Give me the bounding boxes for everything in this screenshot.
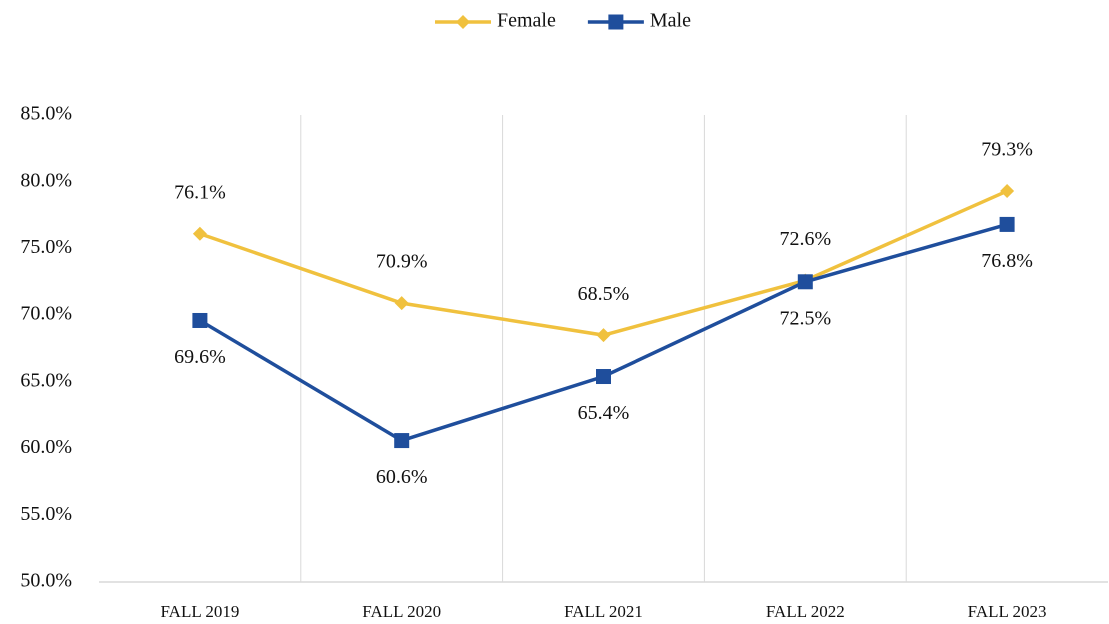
data-label: 70.9% [376,251,428,273]
data-point [596,328,611,343]
data-label: 72.6% [779,228,831,250]
y-tick-label: 60.0% [20,436,72,458]
x-tick-label: FALL 2022 [766,602,845,621]
y-tick-label: 65.0% [20,369,72,391]
data-label: 79.3% [981,139,1033,161]
x-tick-label: FALL 2020 [362,602,441,621]
data-point [192,226,207,241]
data-label: 60.6% [376,466,428,488]
data-label: 68.5% [578,283,630,305]
y-tick-label: 50.0% [20,570,72,592]
legend-marker [608,14,624,30]
data-label: 69.6% [174,346,226,368]
data-point [596,369,611,385]
data-point [797,274,813,290]
y-tick-label: 75.0% [20,236,72,258]
y-tick-label: 85.0% [20,103,72,125]
legend-label: Male [650,10,691,32]
data-point [394,296,409,311]
data-point [1000,184,1015,199]
data-label: 72.5% [779,307,831,329]
data-label: 65.4% [578,402,630,424]
data-point [192,312,208,328]
legend-label: Female [497,10,556,32]
x-tick-label: FALL 2023 [968,602,1047,621]
series-line [199,189,1008,337]
data-label: 76.8% [981,250,1033,272]
y-tick-label: 80.0% [20,169,72,191]
x-tick-label: FALL 2019 [160,602,239,621]
y-tick-label: 70.0% [20,303,72,325]
data-label: 76.1% [174,181,226,203]
data-point [394,433,410,449]
x-tick-label: FALL 2021 [564,602,643,621]
data-point [999,216,1015,232]
y-tick-label: 55.0% [20,503,72,525]
legend-marker [456,15,470,29]
